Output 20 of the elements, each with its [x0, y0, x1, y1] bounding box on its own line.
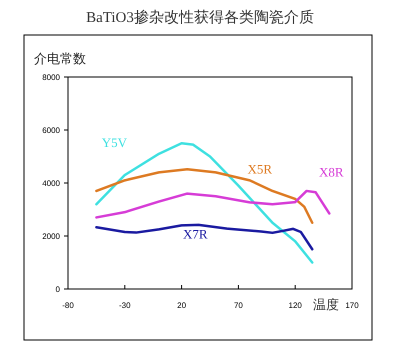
- x-tick-label: 120: [288, 301, 302, 310]
- x-axis-title: 温度: [313, 297, 339, 312]
- x-tick-label: 170: [345, 301, 360, 310]
- x-tick-label: 20: [177, 301, 187, 310]
- chart-title: BaTiO3掺杂改性获得各类陶瓷介质: [86, 9, 314, 26]
- series-label: X7R: [182, 226, 208, 242]
- y-axis-title: 介电常数: [34, 51, 86, 66]
- y-tick-label: 4000: [42, 179, 61, 188]
- y-tick-label: 0: [56, 285, 61, 294]
- y-tick-label: 2000: [42, 232, 61, 241]
- line-series: [95, 224, 314, 250]
- series-label: X8R: [319, 164, 344, 180]
- x-tick-label: -80: [62, 301, 74, 310]
- x-tick-label: 70: [234, 301, 244, 310]
- series-label: X5R: [247, 162, 272, 177]
- y-tick-label: 8000: [42, 73, 61, 82]
- y-tick-label: 6000: [42, 126, 61, 135]
- x-tick-label: -30: [119, 301, 132, 310]
- line-series: [95, 190, 331, 219]
- series-label: Y5V: [102, 135, 128, 150]
